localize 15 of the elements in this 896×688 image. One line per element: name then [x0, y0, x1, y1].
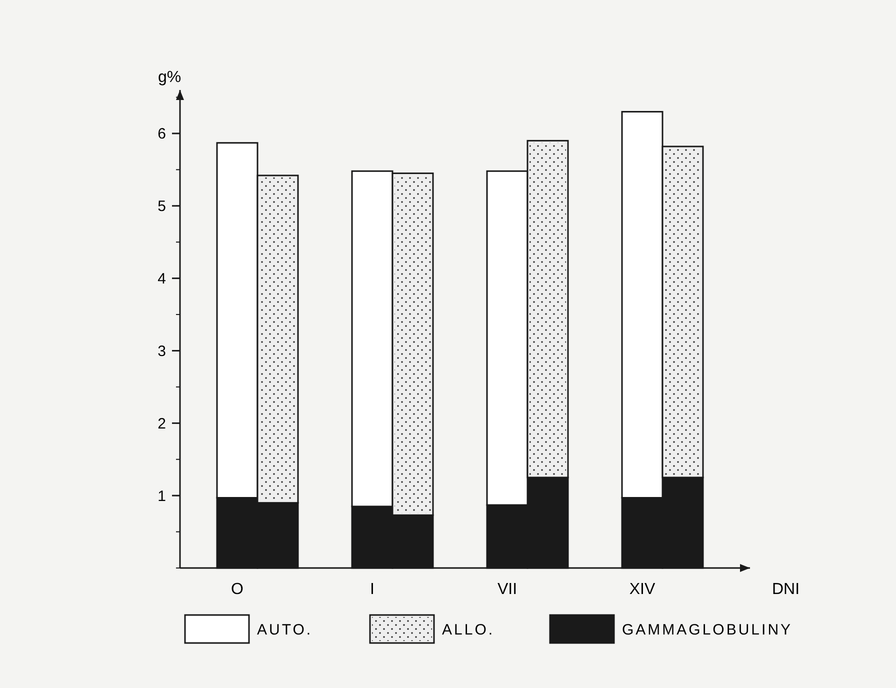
y-tick-label: 6	[158, 126, 166, 143]
y-tick-label: 3	[158, 342, 166, 360]
y-tick-label: 1	[158, 488, 166, 505]
x-tick-label: I	[370, 581, 374, 598]
legend-label: GAMMAGLOBULINY	[622, 621, 793, 638]
x-tick-label: VII	[497, 581, 518, 598]
x-tick-label: XIV	[629, 581, 656, 598]
legend-label: ALLO.	[442, 621, 495, 638]
y-axis-title: g%	[158, 69, 182, 86]
y-tick-label: 5	[158, 198, 166, 216]
y-tick-label: 4	[158, 270, 166, 288]
legend-label: AUTO.	[257, 621, 313, 638]
x-tick-label: O	[231, 581, 244, 598]
y-tick-label: 2	[158, 415, 166, 432]
x-axis-title: DNI	[772, 581, 800, 598]
